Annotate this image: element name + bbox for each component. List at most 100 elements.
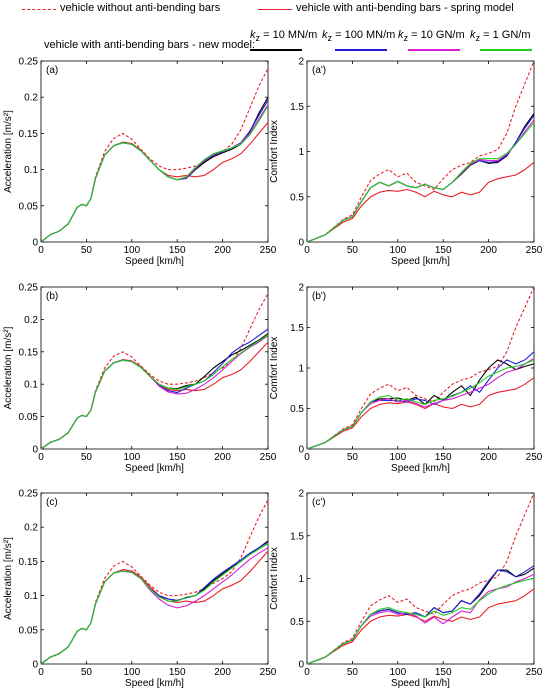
y-tick-label: 0.1 bbox=[24, 165, 38, 176]
series-line-0 bbox=[40, 67, 269, 243]
x-tick-label: 250 bbox=[260, 452, 277, 463]
x-tick-label: 250 bbox=[260, 667, 277, 678]
y-tick-label: 0 bbox=[298, 238, 304, 249]
x-tick-label: 50 bbox=[347, 245, 359, 256]
y-tick-label: 1 bbox=[298, 147, 304, 158]
plot-frame bbox=[40, 60, 269, 243]
x-axis-label: Speed [km/h] bbox=[391, 678, 450, 689]
y-tick-label: 0.25 bbox=[19, 283, 39, 294]
x-axis-label: Speed [km/h] bbox=[125, 463, 184, 474]
panel-label: (b') bbox=[312, 291, 326, 302]
x-tick-label: 200 bbox=[480, 245, 497, 256]
x-axis-label: Speed [km/h] bbox=[391, 256, 450, 267]
series-line-5 bbox=[40, 105, 269, 243]
x-axis-label: Speed [km/h] bbox=[391, 463, 450, 474]
panel-label: (c) bbox=[46, 497, 58, 508]
plot-frame bbox=[306, 492, 535, 665]
x-tick-label: 250 bbox=[260, 245, 277, 256]
y-axis-label: Acceleration [m/s²] bbox=[3, 537, 14, 620]
y-tick-label: 0.5 bbox=[290, 617, 304, 628]
x-tick-label: 250 bbox=[526, 452, 543, 463]
series-line-5 bbox=[40, 334, 269, 450]
series-line-1 bbox=[306, 377, 535, 450]
x-tick-label: 0 bbox=[304, 667, 310, 678]
y-tick-label: 1.5 bbox=[290, 323, 304, 334]
legend: vehicle without anti-bending bars vehicl… bbox=[0, 0, 550, 70]
x-tick-label: 50 bbox=[347, 667, 359, 678]
series-line-5 bbox=[40, 543, 269, 665]
y-tick-label: 0.2 bbox=[24, 315, 38, 326]
y-tick-label: 0.1 bbox=[24, 591, 38, 602]
y-tick-label: 1.5 bbox=[290, 102, 304, 113]
y-tick-label: 0.2 bbox=[24, 93, 38, 104]
y-axis-label: Acceleration [m/s²] bbox=[3, 110, 14, 193]
y-tick-label: 0.05 bbox=[19, 625, 39, 636]
x-tick-label: 0 bbox=[38, 245, 44, 256]
x-tick-label: 50 bbox=[81, 245, 93, 256]
y-axis-label: Comfort Index bbox=[269, 120, 280, 183]
panel-4: 0 50 100 150 200 250 0 0.05 0.1 0.15 0.2 0.25 Speed … bbox=[3, 489, 277, 689]
legend-label-spring-model: vehicle with anti-bending bars - spring … bbox=[296, 2, 514, 14]
x-axis-label: Speed [km/h] bbox=[125, 678, 184, 689]
x-tick-label: 0 bbox=[304, 452, 310, 463]
y-tick-label: 0.25 bbox=[19, 489, 39, 500]
panel-label: (a) bbox=[46, 65, 58, 76]
y-tick-label: 0.15 bbox=[19, 557, 39, 568]
x-tick-label: 150 bbox=[435, 245, 452, 256]
y-tick-label: 1 bbox=[298, 574, 304, 585]
y-tick-label: 1.5 bbox=[290, 531, 304, 542]
x-tick-label: 150 bbox=[435, 667, 452, 678]
x-tick-label: 50 bbox=[81, 452, 93, 463]
x-tick-label: 150 bbox=[169, 452, 186, 463]
x-tick-label: 150 bbox=[169, 667, 186, 678]
legend-new-model-title: vehicle with anti-bending bars - new mod… bbox=[44, 39, 255, 51]
series-line-1 bbox=[306, 588, 535, 665]
plot-frame bbox=[306, 60, 535, 243]
x-tick-label: 150 bbox=[169, 245, 186, 256]
y-tick-label: 0.2 bbox=[24, 523, 38, 534]
legend-line-blue bbox=[335, 49, 387, 51]
legend-line-green bbox=[480, 49, 532, 51]
y-axis-label: Acceleration [m/s²] bbox=[3, 326, 14, 409]
y-tick-label: 0.05 bbox=[19, 412, 39, 423]
series-line-0 bbox=[40, 499, 269, 665]
y-tick-label: 0 bbox=[298, 660, 304, 671]
panel-2: 0 50 100 150 200 250 0 0.05 0.1 0.15 0.2 0.25 Speed … bbox=[3, 283, 277, 475]
legend-line-black bbox=[250, 49, 302, 51]
plot-frame bbox=[306, 286, 535, 450]
y-tick-label: 0.15 bbox=[19, 347, 39, 358]
y-tick-label: 2 bbox=[298, 489, 304, 500]
x-tick-label: 100 bbox=[389, 245, 406, 256]
y-tick-label: 0.5 bbox=[290, 404, 304, 415]
panel-3: 0 50 100 150 200 250 0 0.5 1 1.5 2 Speed [km/h] Comf… bbox=[269, 283, 543, 475]
y-tick-label: 0.15 bbox=[19, 129, 39, 140]
panel-0: 0 50 100 150 200 250 0 0.05 0.1 0.15 0.2 0.25 Speed … bbox=[3, 57, 277, 268]
x-tick-label: 200 bbox=[480, 667, 497, 678]
x-tick-label: 100 bbox=[123, 667, 140, 678]
legend-line-solid-red bbox=[258, 9, 292, 10]
panel-label: (b) bbox=[46, 291, 58, 302]
x-tick-label: 100 bbox=[389, 667, 406, 678]
legend-label-1GN: kz = 1 GN/m bbox=[470, 29, 531, 44]
series-line-0 bbox=[306, 60, 535, 243]
y-tick-label: 2 bbox=[298, 57, 304, 68]
series-line-0 bbox=[306, 492, 535, 665]
y-tick-label: 0.1 bbox=[24, 380, 38, 391]
legend-label-10GN: kz = 10 GN/m bbox=[398, 29, 465, 44]
plot-frame bbox=[40, 286, 269, 450]
y-tick-label: 2 bbox=[298, 283, 304, 294]
y-axis-label: Comfort Index bbox=[269, 547, 280, 610]
plot-frame bbox=[40, 492, 269, 665]
legend-label-10MN: kz = 10 MN/m bbox=[250, 29, 318, 44]
x-axis-label: Speed [km/h] bbox=[125, 256, 184, 267]
panel-label: (a') bbox=[312, 65, 326, 76]
x-tick-label: 100 bbox=[389, 452, 406, 463]
x-tick-label: 200 bbox=[480, 452, 497, 463]
series-line-1 bbox=[306, 161, 535, 243]
y-tick-label: 0.05 bbox=[19, 201, 39, 212]
y-tick-label: 0 bbox=[32, 660, 38, 671]
y-tick-label: 0.25 bbox=[19, 57, 39, 68]
x-tick-label: 200 bbox=[214, 667, 231, 678]
x-tick-label: 100 bbox=[123, 245, 140, 256]
